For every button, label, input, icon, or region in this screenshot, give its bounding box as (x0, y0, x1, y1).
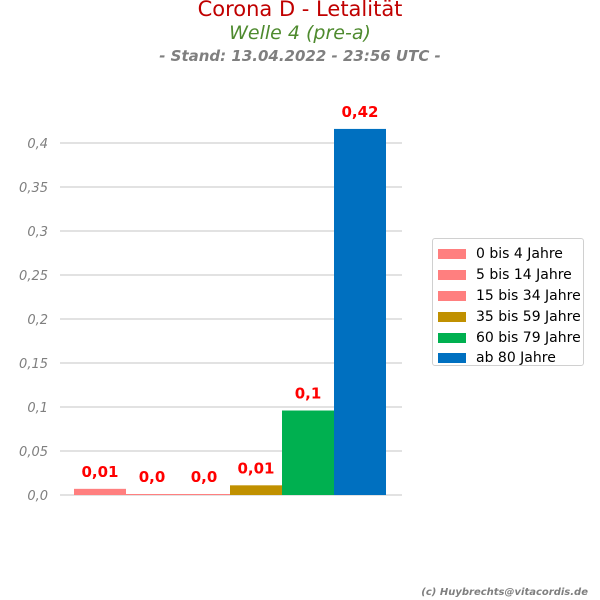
data-label: 0,42 (341, 103, 378, 121)
data-labels: 0,01 0,0 0,0 0,01 0,1 0,42 (81, 103, 378, 486)
bars (74, 128, 386, 496)
bar-6 (334, 128, 386, 496)
chart-subtitle: Welle 4 (pre-a) (229, 22, 371, 44)
legend-swatch (438, 270, 466, 281)
legend-label: 5 bis 14 Jahre (476, 267, 572, 284)
y-tick-label: 0,05 (19, 445, 48, 460)
data-label: 0,01 (237, 459, 274, 477)
y-axis-ticks: 0,0 0,05 0,1 0,15 0,2 0,25 0,3 0,35 0,4 (19, 137, 48, 504)
data-label: 0,01 (81, 463, 118, 481)
legend-item: 5 bis 14 Jahre (438, 265, 583, 286)
y-tick-label: 0,25 (19, 269, 48, 284)
y-tick-label: 0,0 (27, 489, 48, 504)
legend-item: 60 bis 79 Jahre (438, 327, 583, 348)
legend-label: 15 bis 34 Jahre (476, 287, 581, 304)
bar-3 (178, 494, 230, 495)
y-tick-label: 0,2 (27, 313, 48, 328)
legend-item: ab 80 Jahre (438, 348, 583, 369)
bar-4 (230, 485, 282, 495)
y-tick-label: 0,1 (27, 401, 48, 416)
legend-item: 15 bis 34 Jahre (438, 286, 583, 307)
legend-item: 35 bis 59 Jahre (438, 306, 583, 327)
bar-1 (74, 488, 126, 495)
data-label: 0,0 (191, 468, 218, 486)
chart-title: Corona D - Letalität (197, 0, 403, 21)
credit-text: (c) Huybrechts@vitacordis.de (421, 587, 588, 598)
legend-swatch (438, 290, 466, 301)
legend-swatch (438, 353, 466, 364)
legend-swatch (438, 311, 466, 322)
bar-2 (126, 494, 178, 495)
legend-label: 60 bis 79 Jahre (476, 329, 581, 346)
y-tick-label: 0,15 (19, 357, 48, 372)
y-tick-label: 0,3 (27, 225, 48, 240)
data-label: 0,0 (139, 468, 166, 486)
chart-legend: 0 bis 4 Jahre 5 bis 14 Jahre 15 bis 34 Jah… (432, 238, 584, 366)
chart-date-stamp: - Stand: 13.04.2022 - 23:56 UTC - (159, 47, 441, 65)
legend-swatch (438, 249, 466, 260)
data-label: 0,1 (295, 385, 322, 403)
y-tick-label: 0,4 (27, 137, 48, 152)
legend-swatch (438, 332, 466, 343)
y-tick-label: 0,35 (19, 181, 48, 196)
legend-label: ab 80 Jahre (476, 350, 556, 367)
legend-label: 35 bis 59 Jahre (476, 308, 581, 325)
legend-label: 0 bis 4 Jahre (476, 246, 563, 263)
bar-5 (282, 410, 334, 495)
legend-item: 0 bis 4 Jahre (438, 244, 583, 265)
